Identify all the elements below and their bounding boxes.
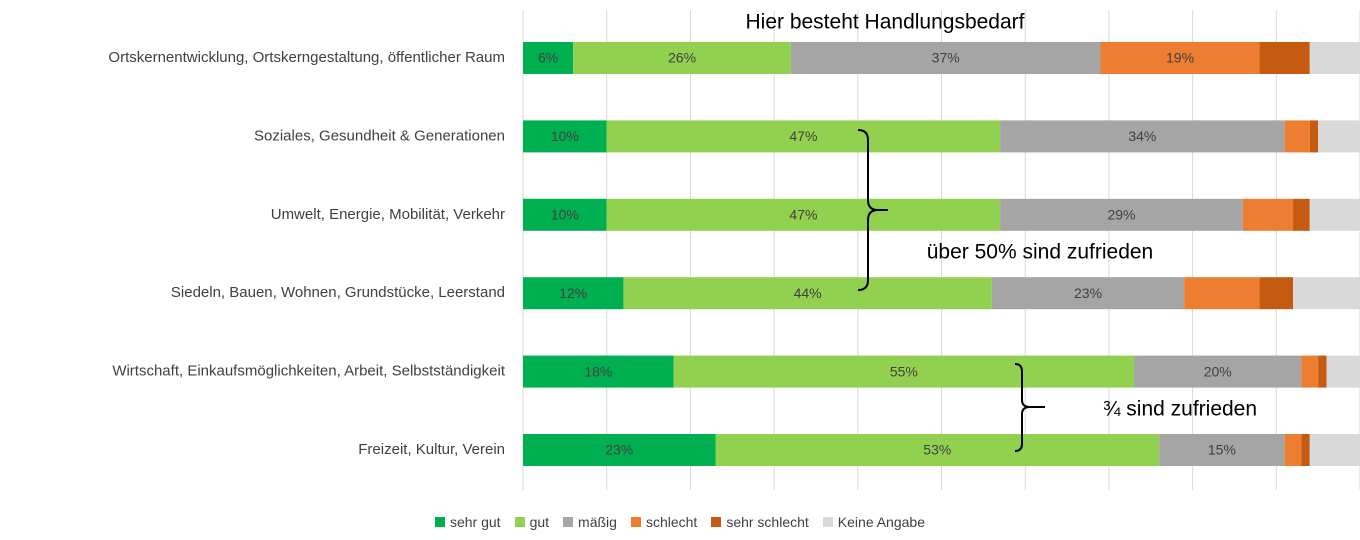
value-label: 53% (923, 442, 951, 458)
bar-segment (1309, 434, 1360, 466)
value-label: 15% (1208, 442, 1236, 458)
legend-swatch (711, 517, 722, 527)
value-label: 29% (1107, 207, 1135, 223)
category-label: Siedeln, Bauen, Wohnen, Grundstücke, Lee… (171, 284, 505, 301)
legend-label: gut (529, 514, 550, 530)
legend-label: Keine Angabe (837, 514, 925, 530)
value-label: 55% (890, 363, 918, 379)
legend-label: mäßig (578, 514, 617, 530)
legend-label: sehr schlecht (726, 514, 809, 530)
value-label: 20% (1204, 363, 1232, 379)
legend-label: sehr gut (449, 514, 501, 530)
bar-segment (573, 42, 791, 74)
bar-segment (523, 355, 674, 388)
brace (1014, 363, 1045, 452)
bar-segment (1259, 42, 1310, 74)
bar-segment (623, 277, 992, 310)
bar-segment (606, 120, 1001, 153)
value-label: 44% (794, 285, 822, 301)
legend: sehr gut gut mäßig schlecht sehr schlecht Kei… (0, 514, 1360, 530)
bar-segment (1309, 198, 1360, 231)
legend-swatch (514, 517, 525, 527)
annotation: über 50% sind zufrieden (927, 241, 1153, 264)
bar-segment (523, 42, 574, 74)
legend-swatch (434, 517, 445, 527)
category-label: Soziales, Gesundheit & Generationen (254, 127, 505, 144)
value-label: 37% (932, 50, 960, 66)
category-label: Wirtschaft, Einkaufsmöglichkeiten, Arbei… (112, 363, 506, 380)
bar-segment (1309, 120, 1319, 153)
legend-item: sehr schlecht (711, 514, 809, 530)
legend-swatch (630, 517, 641, 527)
legend-label: schlecht (645, 514, 698, 530)
value-label: 23% (605, 442, 633, 458)
legend-item: schlecht (630, 514, 698, 530)
value-label: 19% (1166, 50, 1194, 66)
legend-item: Keine Angabe (822, 514, 925, 530)
grid (522, 10, 1360, 490)
value-label: 47% (789, 207, 817, 223)
legend-item: mäßig (563, 514, 617, 530)
legend-swatch (822, 517, 833, 527)
value-label: 47% (789, 128, 817, 144)
annotation: Hier besteht Handlungsbedarf (745, 11, 1024, 34)
bar-segment (1242, 198, 1294, 231)
value-label: 10% (551, 207, 579, 223)
annotation: ¾ sind zufrieden (1103, 398, 1257, 421)
bar-segment (523, 120, 607, 153)
bar-segment (715, 434, 1160, 466)
legend-item: sehr gut (434, 514, 501, 530)
bar-segment (523, 277, 624, 310)
value-label: 12% (559, 285, 587, 301)
category-label: Umwelt, Energie, Mobilität, Verkehr (271, 206, 505, 223)
bar-segment (1293, 277, 1360, 310)
bar-segment (1318, 120, 1360, 153)
bar-segment (523, 434, 716, 466)
bar-segment (1000, 120, 1285, 153)
value-label: 34% (1128, 128, 1156, 144)
bar-segment (1309, 42, 1360, 74)
bar-segment (1284, 434, 1302, 466)
value-label: 18% (584, 363, 612, 379)
bar-segment (1326, 355, 1360, 388)
bar-segment (1159, 434, 1285, 466)
bar-segment (790, 42, 1101, 74)
brace (857, 129, 888, 291)
value-label: 23% (1074, 285, 1102, 301)
bar-segment (991, 277, 1185, 310)
category-label: Ortskernentwicklung, Ortskerngestaltung,… (108, 49, 505, 66)
bar-segment (1293, 198, 1310, 231)
bar-segment (1000, 198, 1243, 231)
bar-segment (673, 355, 1135, 388)
category-label: Freizeit, Kultur, Verein (358, 441, 505, 458)
value-label: 10% (551, 128, 579, 144)
bar-segment (1134, 355, 1302, 388)
legend-item: gut (514, 514, 550, 530)
bar-segment (1301, 434, 1310, 466)
bar-segment (1100, 42, 1260, 74)
bar-segment (1318, 355, 1327, 388)
bar-segment (606, 198, 1001, 231)
bars: 6% 26% 37% 19% 10% 47% 34% 10% 47% 29% 12% 44% 23% 18… (523, 42, 1360, 466)
value-label: 6% (538, 50, 558, 66)
bar-segment (1259, 277, 1294, 310)
bar-segment (523, 198, 607, 231)
bar-segment (1284, 120, 1310, 153)
value-label: 26% (668, 50, 696, 66)
bar-segment (1301, 355, 1319, 388)
bar-segment (1184, 277, 1260, 310)
legend-swatch (563, 517, 574, 527)
